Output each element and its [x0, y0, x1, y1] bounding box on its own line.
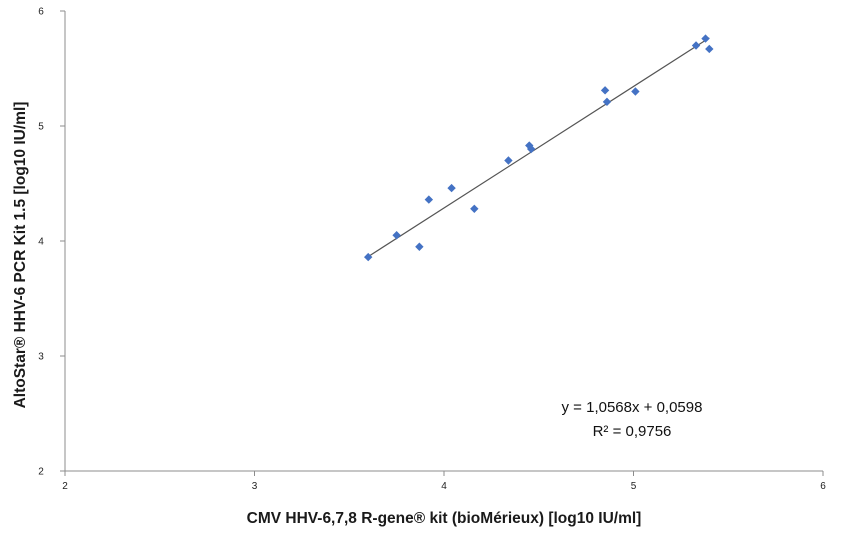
data-point	[447, 183, 456, 193]
x-axis-title: CMV HHV-6,7,8 R-gene® kit (bioMérieux) […	[247, 510, 642, 527]
data-point	[415, 242, 424, 251]
trendline	[367, 37, 710, 258]
x-tick-label: 6	[820, 481, 826, 492]
r-squared-label: R² = 0,9756	[593, 423, 672, 440]
trendline-group	[367, 37, 710, 258]
y-tick-label: 2	[38, 467, 44, 478]
data-point	[470, 204, 479, 213]
data-point	[631, 87, 640, 96]
data-point	[392, 231, 401, 240]
data-point	[600, 86, 610, 95]
data-point	[424, 195, 434, 204]
x-tick-label: 2	[62, 481, 68, 492]
data-point	[364, 252, 373, 262]
annotations: y = 1,0568x + 0,0598 R² = 0,9756	[562, 399, 703, 440]
x-tick-label: 4	[441, 481, 447, 492]
data-points	[364, 34, 714, 262]
y-tick-label: 4	[38, 237, 44, 248]
y-tick-label: 3	[38, 352, 44, 363]
axes	[64, 11, 823, 472]
y-tick-label: 5	[38, 122, 44, 133]
regression-equation: y = 1,0568x + 0,0598	[562, 399, 703, 416]
x-tick-label: 5	[631, 481, 637, 492]
data-point	[526, 144, 536, 154]
data-point	[705, 44, 714, 54]
data-point	[701, 34, 710, 43]
data-point	[602, 97, 612, 107]
ticks: 2 3 4 5 6 2 3 4 5 6	[38, 7, 826, 493]
x-tick-label: 3	[252, 481, 258, 492]
data-point	[691, 41, 701, 50]
y-tick-label: 6	[38, 7, 44, 18]
y-axis-title: AltoStar® HHV-6 PCR Kit 1.5 [log10 IU/ml…	[12, 102, 29, 409]
data-point	[504, 156, 513, 165]
